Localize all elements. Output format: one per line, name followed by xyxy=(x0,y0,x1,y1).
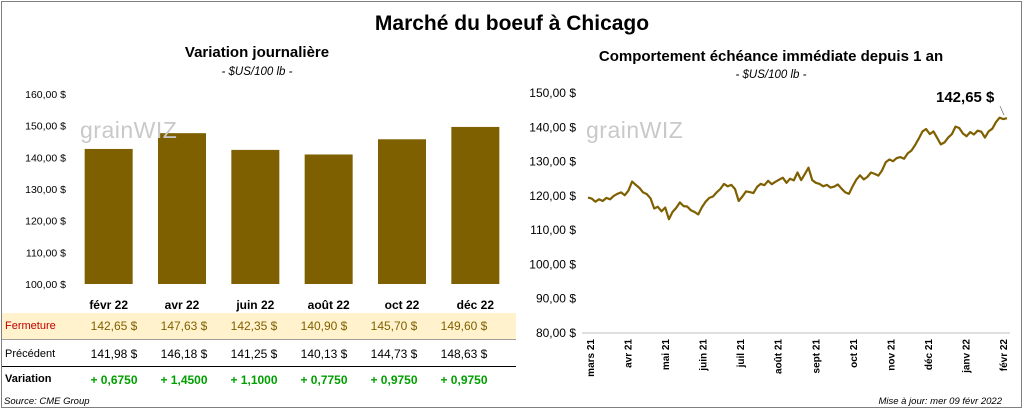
row-change-label: Variation xyxy=(5,373,52,385)
left-chart-unit: - $US/100 lb - xyxy=(221,66,293,78)
price-line xyxy=(587,116,1008,221)
y-tick-label: 160,00 $ xyxy=(25,89,66,101)
previous-cell: 140,13 $ xyxy=(300,347,348,361)
watermark-right: grainWIZ xyxy=(586,117,683,144)
close-cell: 140,90 $ xyxy=(300,319,348,333)
previous-cell: 141,25 $ xyxy=(230,347,278,361)
x-tick-label: avr 22 xyxy=(165,298,200,312)
x-tick-label: oct 21 xyxy=(849,339,860,368)
close-cell: 142,65 $ xyxy=(90,319,138,333)
row-close: Fermeture 142,65 $ 147,63 $ 142,35 $ 140… xyxy=(2,313,516,340)
y-tick-label: 120,00 $ xyxy=(25,216,66,228)
previous-cell: 146,18 $ xyxy=(160,347,208,361)
y-tick-label: 130,00 $ xyxy=(25,184,66,196)
y-tick-label: 140,00 $ xyxy=(25,152,66,164)
x-tick-label: juil 21 xyxy=(736,339,747,369)
x-tick-label: avr 21 xyxy=(624,339,635,368)
change-cell: + 1,4500 xyxy=(160,373,208,387)
y-tick-label: 80,00 $ xyxy=(536,326,576,340)
last-value-leader xyxy=(999,105,1005,116)
y-tick-label: 110,00 $ xyxy=(530,223,576,237)
y-tick-label: 110,00 $ xyxy=(26,247,66,259)
bar xyxy=(158,133,206,284)
watermark-left: grainWIZ xyxy=(80,117,177,144)
bar xyxy=(304,154,353,284)
main-title: Marché du boeuf à Chicago xyxy=(374,12,650,35)
close-cell: 147,63 $ xyxy=(160,319,208,333)
watermark-text: grain xyxy=(80,117,134,143)
left-chart-title: Variation journalière xyxy=(184,44,330,61)
x-tick-label: déc 22 xyxy=(457,298,495,312)
line-chart: 80,00 $ 90,00 $ 100,00 $ 110,00 $ 120,00 $ 13… xyxy=(529,86,1010,377)
x-tick-label: janv 22 xyxy=(961,339,972,374)
watermark-text: grain xyxy=(586,117,640,143)
right-chart-title: Comportement échéance immédiate depuis 1… xyxy=(598,48,944,65)
close-cell: 142,35 $ xyxy=(230,319,278,333)
change-cell: + 0,9750 xyxy=(440,373,488,387)
bar-chart: 100,00 $ 110,00 $ 120,00 $ 130,00 $ 140,00 $… xyxy=(25,89,500,312)
y-tick-label: 120,00 $ xyxy=(529,189,576,203)
x-tick-label: oct 22 xyxy=(385,298,420,312)
bar xyxy=(231,149,280,284)
x-tick-label: févr 22 xyxy=(89,298,128,312)
bar xyxy=(84,148,133,284)
bar xyxy=(451,126,500,284)
watermark-logo: WIZ xyxy=(639,117,684,143)
source-note: Source: CME Group xyxy=(4,396,90,407)
y-tick-label: 130,00 $ xyxy=(529,155,576,169)
bar xyxy=(378,139,426,284)
change-cell: + 0,9750 xyxy=(370,373,418,387)
y-tick-label: 150,00 $ xyxy=(25,121,66,133)
change-cell: + 0,6750 xyxy=(90,373,138,387)
watermark-logo: WIZ xyxy=(133,117,178,143)
x-tick-label: sept 21 xyxy=(811,339,822,374)
row-change: Variation + 0,6750 + 1,4500 + 1,1000 + 0… xyxy=(2,369,516,393)
y-tick-label: 140,00 $ xyxy=(529,120,576,134)
x-tick-label: août 22 xyxy=(308,298,350,312)
close-cell: 149,60 $ xyxy=(440,319,488,333)
x-tick-label: juin 21 xyxy=(699,339,710,372)
x-tick-label: août 21 xyxy=(774,339,785,374)
x-tick-label: mars 21 xyxy=(586,339,597,377)
previous-cell: 141,98 $ xyxy=(90,347,138,361)
row-previous-label: Précédent xyxy=(5,348,56,360)
row-previous: Précédent 141,98 $ 146,18 $ 141,25 $ 140… xyxy=(2,341,516,367)
last-value-label: 142,65 $ xyxy=(936,89,995,106)
row-close-label: Fermeture xyxy=(5,320,56,332)
x-tick-label: mai 21 xyxy=(661,339,672,371)
x-tick-label: nov 21 xyxy=(886,339,897,371)
y-tick-label: 100,00 $ xyxy=(25,279,66,291)
right-chart-unit: - $US/100 lb - xyxy=(735,69,807,81)
close-cell: 145,70 $ xyxy=(370,319,418,333)
y-tick-label: 90,00 $ xyxy=(536,292,576,306)
previous-cell: 148,63 $ xyxy=(440,347,488,361)
x-tick-label: juin 22 xyxy=(235,298,274,312)
change-cell: + 1,1000 xyxy=(230,373,278,387)
x-tick-label: déc 21 xyxy=(924,339,935,371)
previous-cell: 144,73 $ xyxy=(370,347,418,361)
change-cell: + 0,7750 xyxy=(300,373,348,387)
y-tick-label: 100,00 $ xyxy=(529,257,576,271)
update-note: Mise à jour: mer 09 févr 2022 xyxy=(878,396,1002,407)
y-tick-label: 150,00 $ xyxy=(529,86,576,100)
x-tick-label: févr 22 xyxy=(999,339,1010,372)
